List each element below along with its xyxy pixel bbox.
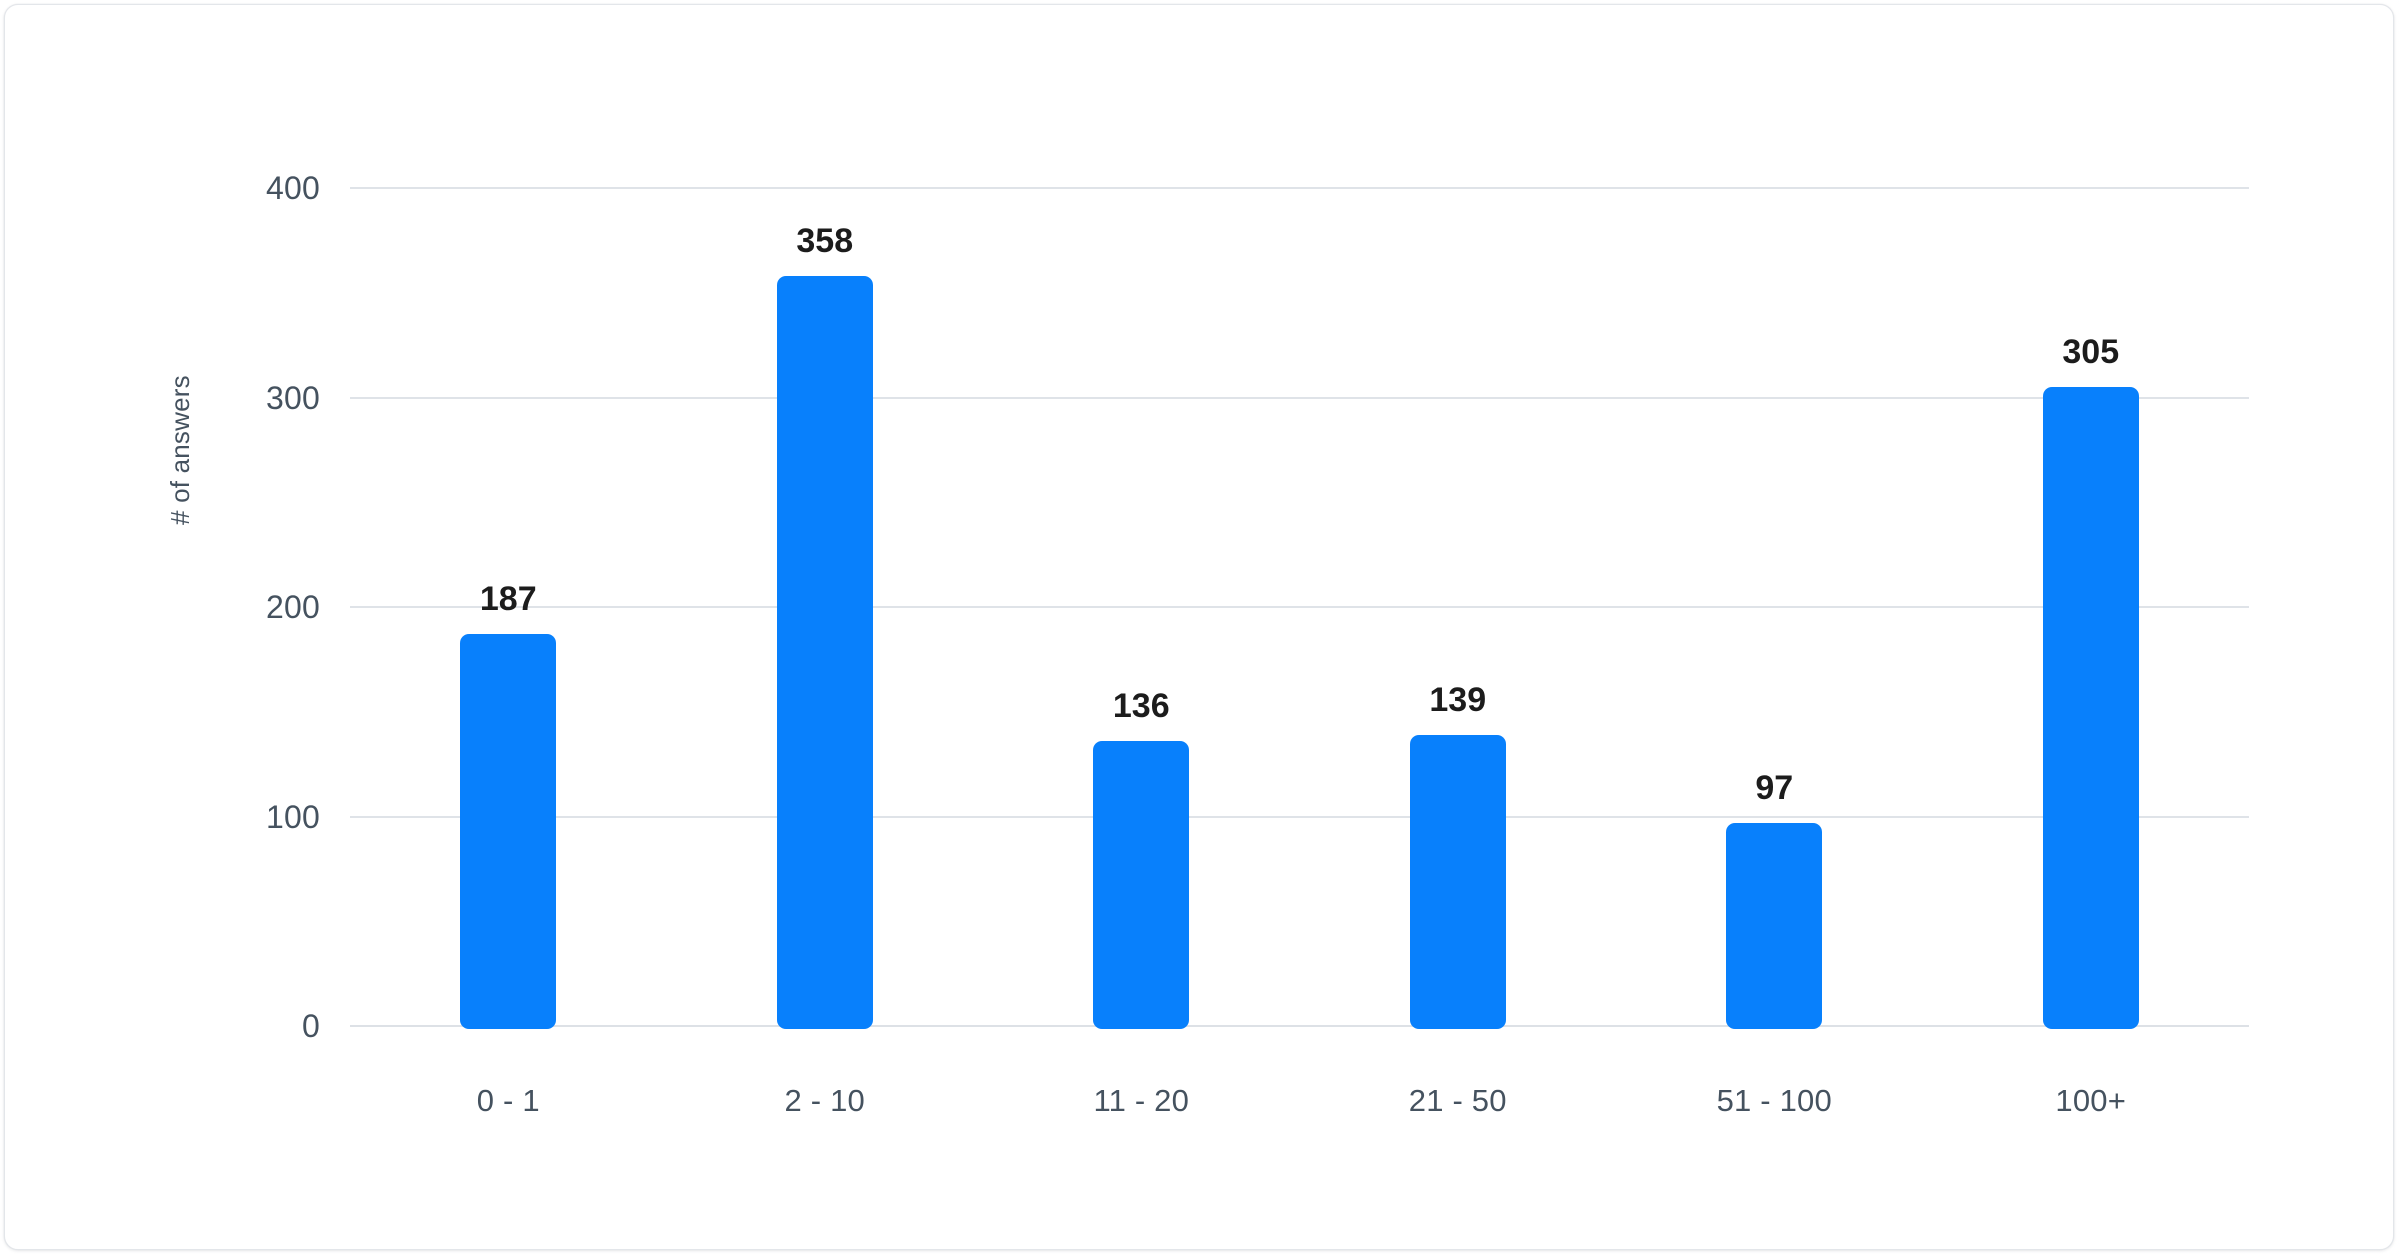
plot-area: 187 358 136 139 97 305 [350, 187, 2250, 1029]
y-tick-label: 300 [266, 379, 320, 416]
y-tick-label: 200 [266, 589, 320, 625]
x-tick-label: 51 - 100 [1716, 1083, 1832, 1118]
bar-chart: # of answers 0 100 200 300 400 187 358 136 139 9… [5, 5, 2393, 1249]
x-tick-label: 2 - 10 [784, 1083, 865, 1118]
bar[interactable] [776, 276, 873, 1029]
bar[interactable] [1409, 734, 1506, 1029]
gridline-0 [350, 1025, 2249, 1027]
bar[interactable] [460, 634, 557, 1029]
bar-value-label: 139 [1429, 680, 1487, 719]
bar-value-label: 187 [479, 580, 537, 619]
bar-value-label: 97 [1755, 768, 1794, 807]
gridline-300 [350, 396, 2249, 399]
bar[interactable] [1093, 741, 1190, 1029]
x-tick-label: 0 - 1 [476, 1083, 540, 1118]
bar-slot: 136 [983, 188, 1300, 1029]
bar-slot: 305 [1933, 188, 2250, 1029]
bar-value-label: 358 [796, 221, 854, 260]
y-tick-label: 400 [266, 170, 320, 206]
gridline-400 [350, 187, 2249, 189]
bar-slot: 97 [1616, 188, 1933, 1029]
y-tick-label: 100 [266, 798, 320, 835]
gridline-100 [350, 815, 2249, 818]
y-tick-label: 0 [302, 1008, 320, 1044]
bar[interactable] [1726, 822, 1823, 1029]
x-tick-label: 11 - 20 [1093, 1083, 1190, 1118]
gridline-200 [350, 606, 2249, 608]
bar-slot: 187 [350, 188, 667, 1029]
bar-slot: 358 [667, 188, 984, 1029]
bar-slot: 139 [1300, 188, 1617, 1029]
x-tick-label: 21 - 50 [1408, 1083, 1507, 1118]
bar-value-label: 136 [1112, 687, 1170, 726]
bar-value-label: 305 [2062, 333, 2120, 372]
bar[interactable] [2042, 387, 2139, 1029]
x-tick-label: 100+ [2055, 1083, 2127, 1118]
chart-card: # of answers 0 100 200 300 400 187 358 136 139 9… [4, 4, 2394, 1250]
